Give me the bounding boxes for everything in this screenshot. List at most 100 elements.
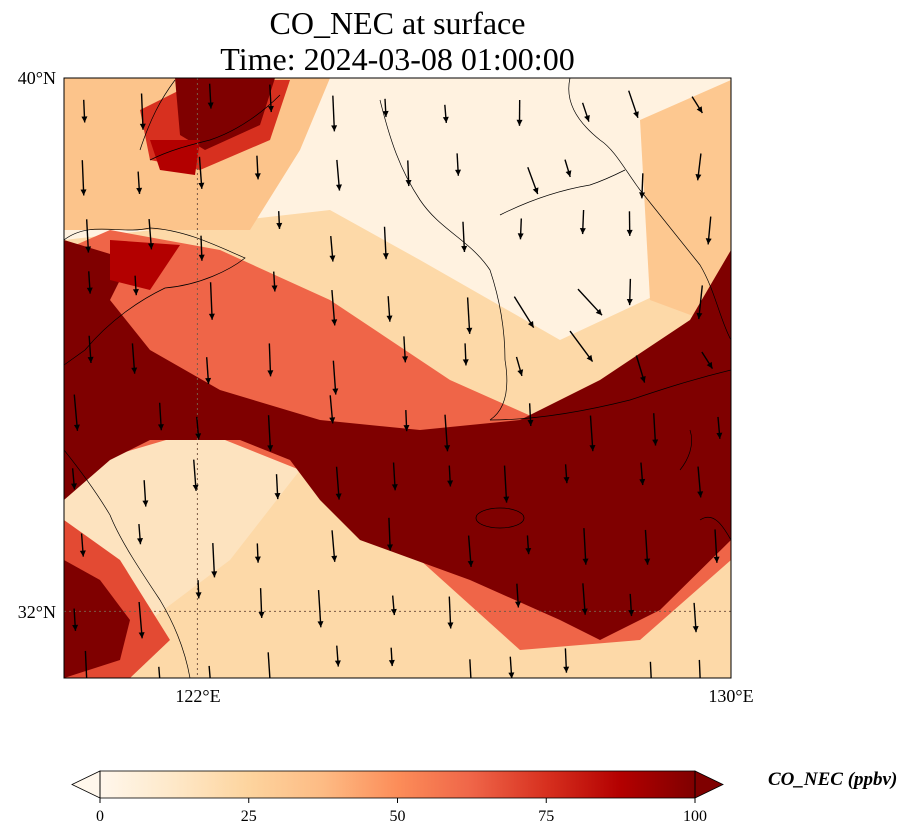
wind-arrow: [85, 219, 92, 253]
coastline-korea-west: [379, 99, 508, 421]
wind-arrow: [147, 218, 154, 250]
coastlines: [64, 78, 731, 678]
wind-arrow: [205, 357, 212, 385]
wind-arrow: [527, 403, 534, 427]
wind-arrow: [508, 656, 515, 678]
wind-arrow: [563, 648, 570, 673]
wind-arrow: [80, 160, 87, 196]
wind-arrow: [258, 588, 265, 618]
wind-arrow: [208, 665, 211, 678]
wind-arrow: [455, 153, 462, 176]
wind-arrow: [276, 211, 283, 229]
wind-arrow: [331, 530, 338, 562]
wind-arrow: [628, 593, 635, 617]
wind-arrow: [136, 171, 143, 194]
wind-arrow: [589, 415, 596, 452]
wind-arrow: [390, 595, 397, 616]
wind-arrow: [628, 90, 639, 119]
coastline-kyushu: [699, 517, 731, 541]
wind-arrow: [466, 297, 473, 334]
wind-arrow: [72, 608, 79, 631]
wind-arrow: [577, 288, 603, 316]
wind-arrow: [581, 102, 590, 122]
field-high-bohai: [150, 140, 200, 175]
wind-arrow: [317, 590, 324, 628]
wind-arrow: [329, 395, 336, 424]
wind-arrow: [267, 343, 274, 377]
wind-arrow: [402, 336, 409, 363]
wind-arrow: [527, 167, 539, 195]
wind-arrow: [254, 155, 261, 180]
wind-arrow: [692, 602, 699, 633]
wind-arrow: [331, 95, 338, 132]
wind-arrow: [207, 83, 214, 109]
wind-arrow: [334, 645, 341, 667]
wind-arrow: [581, 583, 588, 615]
wind-arrow: [563, 464, 570, 484]
wind-arrow: [639, 173, 646, 199]
field-high-north: [175, 78, 275, 150]
wind-arrow: [516, 100, 523, 126]
wind-arrow: [626, 211, 633, 236]
wind-arrow: [329, 235, 336, 262]
colorbar-tick-label: 50: [390, 808, 406, 825]
wind-arrow: [403, 410, 410, 432]
wind-arrow: [157, 402, 164, 431]
wind-arrow: [635, 355, 646, 383]
coastline-korea-south: [489, 369, 731, 421]
lon-tick-label-122: 122°E: [175, 686, 220, 706]
wind-arrow: [513, 296, 535, 328]
coastline-liaodong: [139, 79, 281, 161]
field-high-shandong: [110, 240, 180, 290]
wind-arrow: [405, 160, 412, 187]
wind-vectors: [70, 83, 723, 678]
wind-arrow: [652, 413, 659, 446]
wind-arrow: [158, 666, 161, 678]
colorbar-tick-label: 25: [241, 808, 257, 825]
wind-arrow: [382, 226, 389, 260]
wind-arrow: [271, 271, 278, 292]
wind-arrow: [86, 271, 93, 294]
wind-arrow: [386, 517, 393, 551]
wind-arrow: [81, 99, 88, 123]
wind-arrow: [517, 218, 524, 240]
wind-arrow: [198, 235, 205, 261]
wind-arrow: [195, 416, 202, 440]
colorbar: 0 25 50 75 100: [71, 770, 724, 825]
wind-arrow: [442, 104, 449, 123]
wind-arrow: [332, 360, 339, 395]
wind-arrow: [447, 465, 454, 487]
title-line-2: Time: 2024-03-08 01:00:00: [220, 41, 575, 77]
wind-arrow: [192, 459, 199, 491]
wind-arrow: [131, 343, 138, 374]
wind-arrow: [73, 394, 80, 431]
coastline-dmz: [499, 169, 626, 216]
wind-arrow: [564, 159, 572, 178]
wind-arrow: [386, 296, 393, 322]
wind-arrow: [462, 343, 469, 366]
wind-arrow: [515, 583, 521, 608]
wind-arrow: [698, 659, 701, 678]
wind-arrow: [695, 153, 702, 181]
wind-arrow: [461, 221, 468, 253]
map-frame: [63, 77, 732, 679]
coastline-jiangsu: [64, 449, 191, 678]
coastline-tsushima: [679, 429, 693, 471]
wind-arrow: [267, 84, 274, 113]
wind-arrow: [388, 647, 395, 667]
wind-arrow: [391, 462, 398, 491]
coastline-jeju: [475, 507, 525, 529]
colorbar-tick-label: 75: [538, 808, 554, 825]
colorbar-label: CO_NEC (ppbv): [768, 769, 898, 790]
field-moderate-east: [640, 80, 731, 330]
colorbar-tick-label: 100: [683, 808, 707, 825]
wind-arrow: [87, 335, 94, 364]
wind-arrow: [70, 468, 77, 490]
wind-arrow: [211, 543, 218, 578]
wind-arrow: [525, 535, 532, 555]
wind-arrow: [335, 159, 342, 191]
wind-arrow: [208, 282, 215, 320]
wind-arrow: [267, 415, 274, 452]
wind-arrow: [569, 330, 594, 362]
